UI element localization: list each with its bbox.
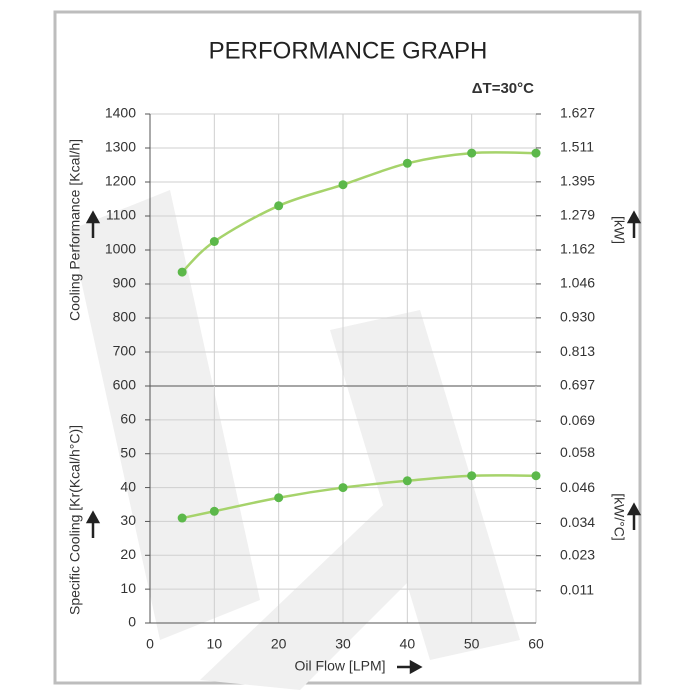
y-tick-label: 1100: [106, 207, 136, 223]
y-tick-label: 800: [113, 309, 137, 325]
data-point: [338, 180, 348, 190]
annotation: ΔT=30°C: [472, 80, 534, 97]
y-tick-label: 1400: [105, 105, 136, 121]
y-axis-label: Specific Cooling [Kr(Kcal/h°C)]: [67, 425, 83, 615]
y-tick-label: 50: [120, 444, 136, 460]
y-axis-label: Cooling Performance [Kcal/h]: [67, 139, 83, 321]
arrows: [85, 210, 642, 675]
data-point: [531, 148, 541, 158]
y2-tick-label: 0.069: [560, 412, 595, 428]
y2-tick-label: 0.697: [560, 377, 595, 393]
data-point: [177, 513, 187, 523]
x-tick-label: 40: [400, 636, 416, 652]
y-tick-label: 0: [128, 614, 136, 630]
y-tick-label: 30: [120, 512, 136, 528]
data-point: [402, 158, 412, 168]
data-point: [274, 493, 284, 503]
y2-tick-label: 1.627: [560, 105, 595, 121]
y-tick-label: 1000: [105, 241, 136, 257]
data-point: [402, 476, 412, 486]
y2-tick-label: 1.395: [560, 173, 595, 189]
data-point: [274, 201, 284, 211]
x-tick-label: 10: [207, 636, 223, 652]
data-point: [209, 506, 219, 516]
y2-tick-label: 1.046: [560, 275, 595, 291]
x-axis-label: Oil Flow [LPM]: [294, 658, 385, 674]
y-tick-label: 600: [113, 377, 137, 393]
data-point: [177, 267, 187, 277]
y2-tick-label: 0.813: [560, 343, 595, 359]
data-point: [338, 483, 348, 493]
y2-axis-label: [kW]: [611, 216, 627, 244]
y2-tick-label: 1.162: [560, 241, 595, 257]
y2-tick-label: 0.930: [560, 309, 595, 325]
y2-tick-label: 0.046: [560, 479, 595, 495]
data-point: [467, 148, 477, 158]
y-tick-label: 1200: [105, 173, 136, 189]
y-tick-label: 60: [120, 411, 136, 427]
y-tick-label: 20: [120, 546, 136, 562]
y2-tick-label: 1.279: [560, 206, 595, 222]
y-tick-label: 900: [113, 275, 137, 291]
y2-tick-label: 1.511: [560, 139, 594, 155]
y2-tick-label: 0.058: [560, 444, 595, 460]
y-tick-label: 1300: [105, 139, 136, 155]
y2-tick-label: 0.023: [560, 546, 595, 562]
watermark: [70, 190, 520, 690]
x-tick-label: 20: [271, 636, 287, 652]
y2-tick-label: 0.011: [560, 582, 594, 598]
x-tick-label: 0: [146, 636, 154, 652]
data-point: [467, 471, 477, 481]
y-tick-label: 40: [120, 478, 136, 494]
data-point: [209, 237, 219, 246]
y-tick-label: 10: [120, 580, 136, 596]
y2-tick-label: 0.034: [560, 514, 595, 530]
data-point: [531, 471, 541, 481]
x-tick-label: 30: [335, 636, 351, 652]
x-tick-label: 50: [464, 636, 480, 652]
y2-axis-label: [kW/°C]: [611, 493, 627, 541]
x-tick-label: 60: [528, 636, 544, 652]
chart-title: PERFORMANCE GRAPH: [209, 37, 488, 64]
y-tick-label: 700: [113, 343, 137, 359]
